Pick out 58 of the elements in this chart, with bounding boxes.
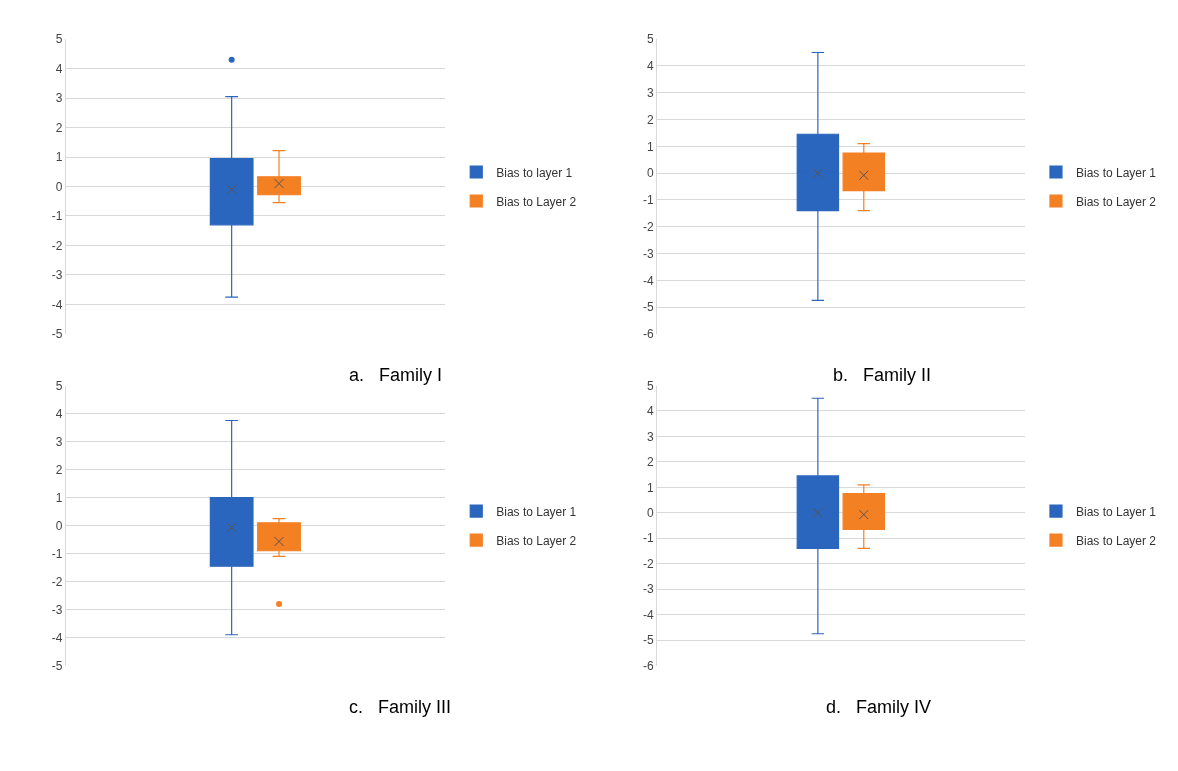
legend-label: Bias to layer 1 bbox=[496, 165, 573, 180]
y-tick-label: -1 bbox=[643, 531, 655, 546]
y-tick-label: 3 bbox=[647, 85, 655, 100]
legend-label: Bias to Layer 2 bbox=[496, 533, 577, 548]
y-tick-label: 3 bbox=[647, 429, 655, 444]
legend-label: Bias to Layer 1 bbox=[1075, 504, 1157, 519]
y-tick-label: -6 bbox=[643, 327, 655, 342]
y-tick-label: 0 bbox=[647, 166, 655, 181]
y-tick-label: -3 bbox=[51, 268, 63, 283]
y-tick-label: -3 bbox=[51, 602, 63, 617]
y-tick-label: 5 bbox=[55, 32, 63, 47]
y-tick-label: -2 bbox=[643, 556, 655, 571]
y-tick-label: -3 bbox=[643, 582, 655, 597]
y-tick-label: 3 bbox=[55, 434, 63, 449]
y-tick-label: -6 bbox=[643, 658, 655, 673]
y-tick-label: 1 bbox=[55, 150, 63, 165]
y-tick-label: 2 bbox=[55, 120, 63, 135]
text: b. Family II bbox=[833, 365, 932, 385]
legend-label: Bias to Layer 2 bbox=[1075, 533, 1157, 548]
legend-label: Bias to Layer 1 bbox=[1075, 165, 1157, 180]
text: c. Family III bbox=[349, 697, 452, 717]
legend-label: Bias to Layer 1 bbox=[496, 504, 577, 519]
y-tick-label: 2 bbox=[55, 462, 63, 477]
y-tick-label: 1 bbox=[647, 139, 655, 154]
y-tick-label: 2 bbox=[647, 112, 655, 127]
y-tick-label: 2 bbox=[647, 455, 655, 470]
y-tick-label: 5 bbox=[647, 378, 655, 393]
y-tick-label: -5 bbox=[643, 633, 655, 648]
legend-label: Bias to Layer 2 bbox=[496, 194, 577, 209]
y-tick-label: 3 bbox=[55, 91, 63, 106]
y-tick-label: 1 bbox=[647, 480, 655, 495]
y-tick-label: -5 bbox=[51, 327, 63, 342]
y-tick-label: 5 bbox=[55, 378, 63, 393]
y-tick-label: 0 bbox=[55, 179, 63, 194]
y-tick-label: 1 bbox=[55, 490, 63, 505]
y-tick-label: 5 bbox=[647, 32, 655, 47]
y-tick-label: 4 bbox=[647, 59, 655, 74]
y-tick-label: -2 bbox=[51, 574, 63, 589]
text: d. Family IV bbox=[826, 697, 932, 717]
y-tick-label: 0 bbox=[647, 506, 655, 520]
y-tick-label: -5 bbox=[51, 658, 63, 673]
y-tick-label: -5 bbox=[643, 300, 655, 315]
y-tick-label: -2 bbox=[51, 238, 63, 253]
y-tick-label: -2 bbox=[643, 219, 655, 234]
y-tick-label: -3 bbox=[643, 246, 655, 261]
legend-label: Bias to Layer 2 bbox=[1075, 194, 1157, 209]
y-tick-label: -4 bbox=[51, 630, 63, 645]
y-tick-label: -4 bbox=[51, 297, 63, 312]
y-tick-label: 4 bbox=[55, 406, 63, 421]
y-tick-label: 4 bbox=[55, 61, 63, 76]
y-tick-label: -1 bbox=[51, 209, 63, 224]
y-tick-label: -4 bbox=[643, 607, 655, 622]
y-tick-label: -1 bbox=[643, 193, 655, 208]
y-tick-label: 4 bbox=[647, 404, 655, 419]
y-tick-label: 0 bbox=[55, 518, 63, 533]
y-tick-label: -4 bbox=[643, 273, 655, 288]
y-tick-label: -1 bbox=[51, 546, 63, 561]
text: a. Family I bbox=[349, 365, 443, 385]
